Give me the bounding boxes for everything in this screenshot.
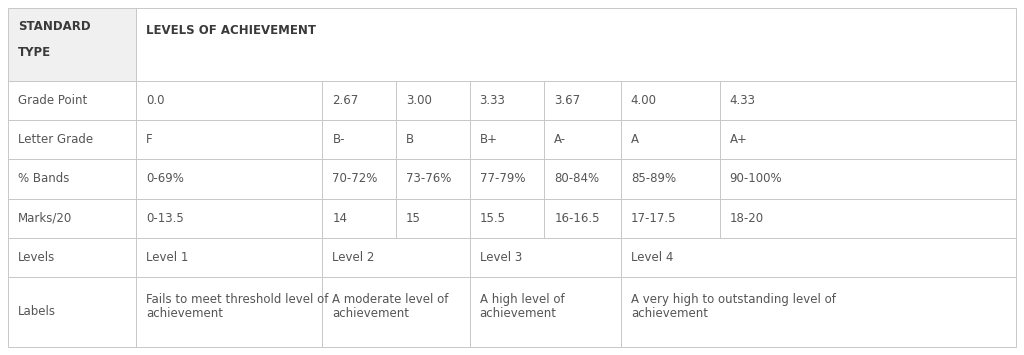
Bar bbox=[323, 277, 470, 347]
Text: 4.00: 4.00 bbox=[631, 94, 656, 107]
Bar bbox=[545, 198, 621, 238]
Bar bbox=[545, 120, 621, 159]
Bar bbox=[621, 120, 720, 159]
Text: 85-89%: 85-89% bbox=[631, 173, 676, 185]
Bar bbox=[621, 159, 720, 198]
Text: LEVELS OF ACHIEVEMENT: LEVELS OF ACHIEVEMENT bbox=[146, 24, 316, 37]
Text: 14: 14 bbox=[333, 212, 347, 225]
Bar bbox=[396, 198, 470, 238]
Bar bbox=[8, 238, 136, 277]
Text: Marks/20: Marks/20 bbox=[18, 212, 73, 225]
Bar bbox=[396, 81, 470, 120]
Text: 3.33: 3.33 bbox=[479, 94, 506, 107]
Text: Grade Point: Grade Point bbox=[18, 94, 87, 107]
Bar bbox=[470, 198, 545, 238]
Bar bbox=[136, 198, 323, 238]
Text: A moderate level of: A moderate level of bbox=[333, 294, 449, 306]
Bar bbox=[720, 198, 1016, 238]
Bar bbox=[8, 120, 136, 159]
Text: B+: B+ bbox=[479, 133, 498, 146]
Text: % Bands: % Bands bbox=[18, 173, 70, 185]
Text: B: B bbox=[407, 133, 414, 146]
Text: 15.5: 15.5 bbox=[479, 212, 506, 225]
Text: achievement: achievement bbox=[333, 307, 410, 321]
Text: 90-100%: 90-100% bbox=[730, 173, 782, 185]
Bar bbox=[323, 81, 396, 120]
Text: Level 2: Level 2 bbox=[333, 251, 375, 264]
Bar bbox=[720, 120, 1016, 159]
Text: A+: A+ bbox=[730, 133, 748, 146]
Bar bbox=[621, 198, 720, 238]
Bar bbox=[136, 238, 323, 277]
Text: 80-84%: 80-84% bbox=[554, 173, 599, 185]
Bar bbox=[720, 81, 1016, 120]
Bar bbox=[470, 277, 621, 347]
Bar bbox=[136, 81, 323, 120]
Text: achievement: achievement bbox=[631, 307, 708, 321]
Bar bbox=[470, 159, 545, 198]
Text: 18-20: 18-20 bbox=[730, 212, 764, 225]
Text: 2.67: 2.67 bbox=[333, 94, 358, 107]
Text: 70-72%: 70-72% bbox=[333, 173, 378, 185]
Text: 73-76%: 73-76% bbox=[407, 173, 452, 185]
Text: 3.67: 3.67 bbox=[554, 94, 581, 107]
Text: 0-69%: 0-69% bbox=[146, 173, 184, 185]
Bar bbox=[323, 238, 470, 277]
Text: TYPE: TYPE bbox=[18, 46, 51, 59]
Bar bbox=[545, 159, 621, 198]
Text: 3.00: 3.00 bbox=[407, 94, 432, 107]
Bar bbox=[323, 120, 396, 159]
Bar bbox=[136, 159, 323, 198]
Bar bbox=[8, 8, 136, 81]
Bar bbox=[396, 120, 470, 159]
Bar bbox=[396, 159, 470, 198]
Text: 0.0: 0.0 bbox=[146, 94, 165, 107]
Bar bbox=[621, 238, 1016, 277]
Bar bbox=[470, 120, 545, 159]
Text: 77-79%: 77-79% bbox=[479, 173, 525, 185]
Bar bbox=[470, 238, 621, 277]
Text: Levels: Levels bbox=[18, 251, 55, 264]
Bar bbox=[621, 81, 720, 120]
Bar bbox=[470, 81, 545, 120]
Bar bbox=[545, 81, 621, 120]
Text: 0-13.5: 0-13.5 bbox=[146, 212, 183, 225]
Bar bbox=[621, 277, 1016, 347]
Bar bbox=[136, 8, 1016, 81]
Text: Labels: Labels bbox=[18, 306, 56, 318]
Text: 17-17.5: 17-17.5 bbox=[631, 212, 677, 225]
Text: Fails to meet threshold level of: Fails to meet threshold level of bbox=[146, 294, 329, 306]
Text: Level 4: Level 4 bbox=[631, 251, 673, 264]
Text: A very high to outstanding level of: A very high to outstanding level of bbox=[631, 294, 836, 306]
Text: 4.33: 4.33 bbox=[730, 94, 756, 107]
Bar bbox=[8, 277, 136, 347]
Bar bbox=[720, 159, 1016, 198]
Bar bbox=[8, 198, 136, 238]
Bar bbox=[136, 277, 323, 347]
Text: A-: A- bbox=[554, 133, 566, 146]
Bar bbox=[323, 198, 396, 238]
Text: 15: 15 bbox=[407, 212, 421, 225]
Text: A: A bbox=[631, 133, 639, 146]
Text: achievement: achievement bbox=[146, 307, 223, 321]
Text: 16-16.5: 16-16.5 bbox=[554, 212, 600, 225]
Text: F: F bbox=[146, 133, 153, 146]
Text: STANDARD: STANDARD bbox=[18, 20, 91, 33]
Bar bbox=[323, 159, 396, 198]
Text: A high level of: A high level of bbox=[479, 294, 564, 306]
Text: Level 3: Level 3 bbox=[479, 251, 522, 264]
Text: achievement: achievement bbox=[479, 307, 557, 321]
Bar bbox=[136, 120, 323, 159]
Bar bbox=[8, 81, 136, 120]
Text: Letter Grade: Letter Grade bbox=[18, 133, 93, 146]
Text: B-: B- bbox=[333, 133, 345, 146]
Text: Level 1: Level 1 bbox=[146, 251, 188, 264]
Bar bbox=[8, 159, 136, 198]
